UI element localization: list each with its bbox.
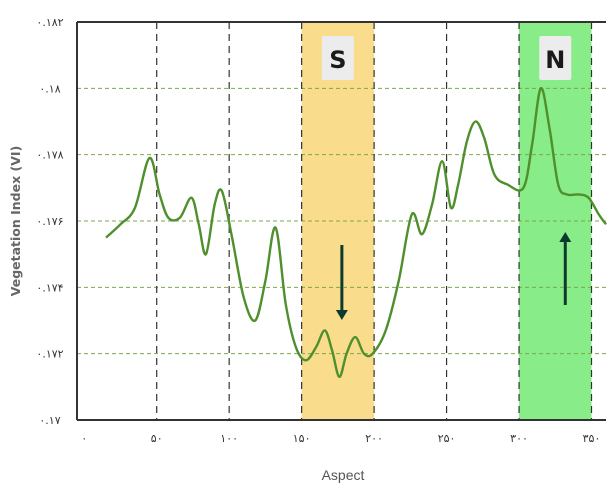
band-label-n: N: [545, 46, 565, 74]
line-layer: [105, 87, 607, 379]
y-tick-label: ۰.۱۷۴: [36, 281, 63, 294]
x-tick-label: ۳۰۰: [510, 432, 528, 445]
x-tick-label: ۱۰۰: [220, 432, 238, 445]
y-tick-label: ۰.۱۷: [39, 414, 60, 427]
series-line: [105, 87, 607, 379]
x-tick-label: ۱۵۰: [293, 432, 311, 445]
band-label-box-s: [321, 36, 354, 80]
band-label-box-n: [539, 36, 572, 80]
x-tick-label: ۵۰: [151, 432, 163, 445]
y-tick-label: ۰.۱۸۲: [36, 16, 63, 29]
ticks-layer: ۰.۱۷ ۰.۱۷۲ ۰.۱۷۴ ۰.۱۷۶ ۰.۱۷۸ ۰.۱۸ ۰.۱۸۲ ۰ ۵۰ ۱۰۰ ۱…: [36, 16, 600, 445]
labels-layer: Aspect Vegetation Index (VI): [8, 146, 365, 483]
arrow-down-head: [335, 310, 348, 320]
x-tick-label: ۲۰۰: [365, 432, 383, 445]
x-tick-label: ۰: [81, 432, 87, 445]
x-axis-title: Aspect: [322, 467, 365, 483]
x-tick-label: ۳۵۰: [583, 432, 601, 445]
y-axis-title: Vegetation Index (VI): [8, 146, 23, 297]
arrow-up-head: [559, 232, 572, 242]
x-tick-label: ۲۵۰: [438, 432, 456, 445]
y-tick-label: ۰.۱۷۶: [36, 215, 63, 228]
y-tick-label: ۰.۱۷۸: [36, 149, 63, 162]
band-label-s: S: [329, 46, 346, 74]
y-tick-label: ۰.۱۷۲: [36, 348, 63, 361]
axes-layer: [76, 21, 606, 421]
y-tick-label: ۰.۱۸: [39, 82, 60, 95]
